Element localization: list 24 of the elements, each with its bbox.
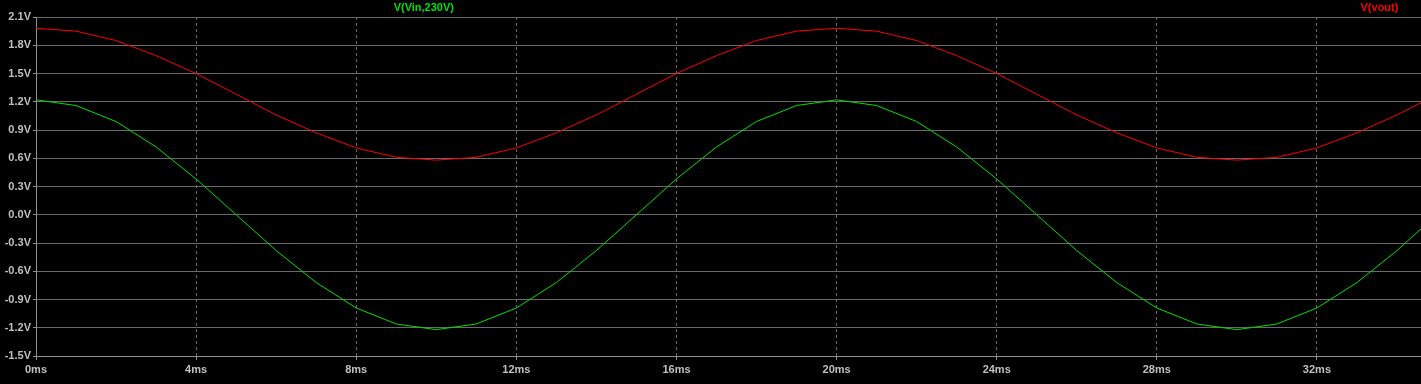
y-tick-label: 1.8V <box>8 38 32 51</box>
x-tick-label: 8ms <box>345 362 368 375</box>
y-tick-label: 0.3V <box>8 179 32 192</box>
x-tick-label: 4ms <box>185 362 208 375</box>
y-tick-label: 0.0V <box>8 207 32 220</box>
y-tick-label: -0.9V <box>4 292 32 305</box>
y-tick-label: 2.1V <box>8 10 32 23</box>
x-tick-label: 16ms <box>662 362 691 375</box>
y-tick-label: -0.6V <box>4 264 32 277</box>
x-tick-label: 28ms <box>1142 362 1171 375</box>
x-tick-label: 32ms <box>1302 362 1331 375</box>
x-tick-label: 20ms <box>822 362 851 375</box>
text: V(Vin,230V) <box>393 1 455 14</box>
x-tick-label: 12ms <box>502 362 531 375</box>
y-tick-label: -1.5V <box>4 349 32 362</box>
y-tick-label: -1.2V <box>4 320 32 333</box>
x-tick-label: 0ms <box>24 362 48 375</box>
y-tick-label: 0.6V <box>8 151 32 164</box>
x-tick-label: 24ms <box>982 362 1011 375</box>
y-tick-label: 1.5V <box>8 66 32 79</box>
y-tick-label: 0.9V <box>8 123 32 136</box>
text: V(vout) <box>1360 1 1399 14</box>
y-tick-label: -0.3V <box>4 236 32 249</box>
y-tick-label: 1.2V <box>8 94 32 107</box>
